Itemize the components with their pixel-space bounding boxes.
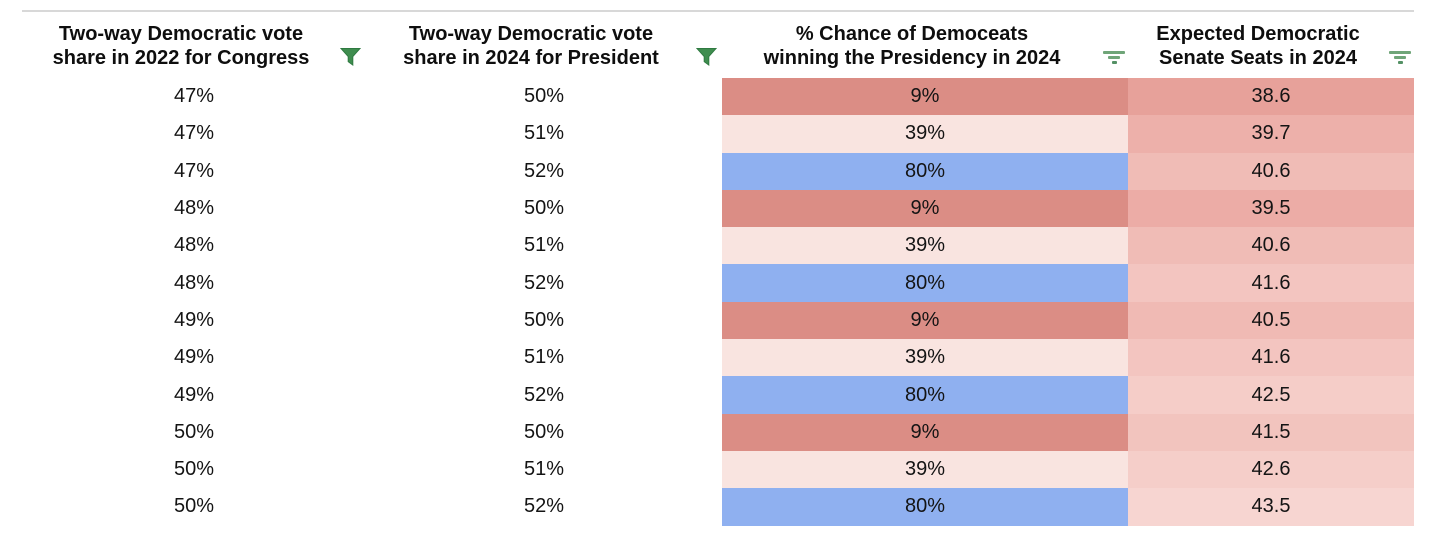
cell-chance-presidency[interactable]: 80% <box>722 152 1128 190</box>
cell-congress-2022-vote[interactable]: 47% <box>173 159 215 182</box>
table-row: 48% 52% 80% 41.6 <box>22 264 1414 302</box>
cell-congress-2022-vote[interactable]: 48% <box>173 197 215 220</box>
cell-congress-2022-vote[interactable]: 47% <box>173 85 215 108</box>
column-header-label: Expected Democratic Senate Seats in 2024 <box>1128 22 1388 70</box>
table-row: 50% 51% 39% 42.6 <box>22 450 1414 489</box>
cell-congress-2022-vote[interactable]: 49% <box>173 308 215 331</box>
cell-congress-2022-vote[interactable]: 49% <box>173 383 215 406</box>
cell-president-2024-vote[interactable]: 51% <box>523 234 565 257</box>
cell-chance-presidency[interactable]: 9% <box>722 189 1128 228</box>
cell-president-2024-vote[interactable]: 50% <box>523 308 565 331</box>
cell-chance-presidency[interactable]: 9% <box>722 301 1128 340</box>
cell-president-2024-vote[interactable]: 51% <box>523 346 565 369</box>
cell-chance-presidency[interactable]: 9% <box>722 78 1128 116</box>
cell-chance-presidency[interactable]: 80% <box>722 264 1128 302</box>
table-body: 47% 50% 9% 38.6 47% 51% 39% 39.7 47% 52% 80% 40.6 48… <box>22 78 1414 526</box>
cell-congress-2022-vote[interactable]: 48% <box>173 234 215 257</box>
cell-chance-presidency[interactable]: 39% <box>722 339 1128 377</box>
cell-senate-seats[interactable]: 43.5 <box>1128 488 1414 526</box>
column-header-label: Two-way Democratic vote share in 2024 fo… <box>366 22 696 70</box>
table-header-row: Two-way Democratic vote share in 2022 fo… <box>22 12 1414 78</box>
cell-chance-presidency[interactable]: 39% <box>722 227 1128 265</box>
cell-chance-presidency[interactable]: 80% <box>722 376 1128 414</box>
cell-congress-2022-vote[interactable]: 48% <box>173 271 215 294</box>
cell-president-2024-vote[interactable]: 51% <box>523 458 565 481</box>
funnel-filter-icon[interactable] <box>340 48 366 66</box>
column-header-label: % Chance of Democeats winning the Presid… <box>722 22 1102 70</box>
cell-senate-seats[interactable]: 41.6 <box>1128 264 1414 302</box>
cell-senate-seats[interactable]: 40.5 <box>1128 301 1414 340</box>
cell-president-2024-vote[interactable]: 52% <box>523 383 565 406</box>
cell-congress-2022-vote[interactable]: 50% <box>173 458 215 481</box>
header-line-1: % Chance of Democeats <box>795 23 1029 45</box>
funnel-filter-icon[interactable] <box>696 48 722 66</box>
data-table: Two-way Democratic vote share in 2022 fo… <box>22 10 1414 526</box>
cell-congress-2022-vote[interactable]: 49% <box>173 346 215 369</box>
cell-senate-seats[interactable]: 39.5 <box>1128 189 1414 228</box>
cell-senate-seats[interactable]: 41.6 <box>1128 339 1414 377</box>
table-row: 47% 50% 9% 38.6 <box>22 78 1414 116</box>
column-header-president-2024-vote: Two-way Democratic vote share in 2024 fo… <box>366 12 722 78</box>
cell-senate-seats[interactable]: 39.7 <box>1128 115 1414 153</box>
cell-congress-2022-vote[interactable]: 47% <box>173 122 215 145</box>
cell-senate-seats[interactable]: 42.5 <box>1128 376 1414 414</box>
column-header-label: Two-way Democratic vote share in 2022 fo… <box>22 22 340 70</box>
cell-president-2024-vote[interactable]: 50% <box>523 197 565 220</box>
cell-chance-presidency[interactable]: 80% <box>722 488 1128 526</box>
cell-congress-2022-vote[interactable]: 50% <box>173 495 215 518</box>
header-line-1: Expected Democratic <box>1156 23 1360 45</box>
cell-chance-presidency[interactable]: 39% <box>722 450 1128 489</box>
cell-president-2024-vote[interactable]: 52% <box>523 495 565 518</box>
cell-senate-seats[interactable]: 40.6 <box>1128 152 1414 190</box>
table-row: 48% 50% 9% 39.5 <box>22 189 1414 228</box>
lines-filter-icon[interactable] <box>1388 49 1414 65</box>
table-row: 48% 51% 39% 40.6 <box>22 227 1414 265</box>
lines-filter-icon[interactable] <box>1102 49 1128 65</box>
cell-senate-seats[interactable]: 41.5 <box>1128 413 1414 451</box>
table-row: 50% 52% 80% 43.5 <box>22 488 1414 526</box>
cell-president-2024-vote[interactable]: 50% <box>523 85 565 108</box>
header-line-1: Two-way Democratic vote <box>408 23 654 45</box>
cell-president-2024-vote[interactable]: 50% <box>523 420 565 443</box>
column-header-senate-seats: Expected Democratic Senate Seats in 2024 <box>1128 12 1414 78</box>
header-line-2: Senate Seats in 2024 <box>1159 47 1357 69</box>
cell-senate-seats[interactable]: 38.6 <box>1128 78 1414 116</box>
cell-senate-seats[interactable]: 42.6 <box>1128 450 1414 489</box>
table-row: 50% 50% 9% 41.5 <box>22 413 1414 451</box>
cell-president-2024-vote[interactable]: 52% <box>523 159 565 182</box>
cell-chance-presidency[interactable]: 9% <box>722 413 1128 451</box>
table-row: 47% 51% 39% 39.7 <box>22 115 1414 153</box>
cell-president-2024-vote[interactable]: 52% <box>523 271 565 294</box>
cell-congress-2022-vote[interactable]: 50% <box>173 420 215 443</box>
header-line-2: share in 2024 for President <box>403 47 659 69</box>
table-row: 49% 52% 80% 42.5 <box>22 376 1414 414</box>
cell-president-2024-vote[interactable]: 51% <box>523 122 565 145</box>
table-row: 49% 51% 39% 41.6 <box>22 339 1414 377</box>
cell-chance-presidency[interactable]: 39% <box>722 115 1128 153</box>
table-row: 47% 52% 80% 40.6 <box>22 152 1414 190</box>
header-line-2: winning the Presidency in 2024 <box>763 47 1061 69</box>
column-header-congress-2022-vote: Two-way Democratic vote share in 2022 fo… <box>22 12 366 78</box>
header-line-1: Two-way Democratic vote <box>58 23 304 45</box>
column-header-chance-presidency: % Chance of Democeats winning the Presid… <box>722 12 1128 78</box>
header-line-2: share in 2022 for Congress <box>52 47 310 69</box>
cell-senate-seats[interactable]: 40.6 <box>1128 227 1414 265</box>
table-row: 49% 50% 9% 40.5 <box>22 301 1414 340</box>
